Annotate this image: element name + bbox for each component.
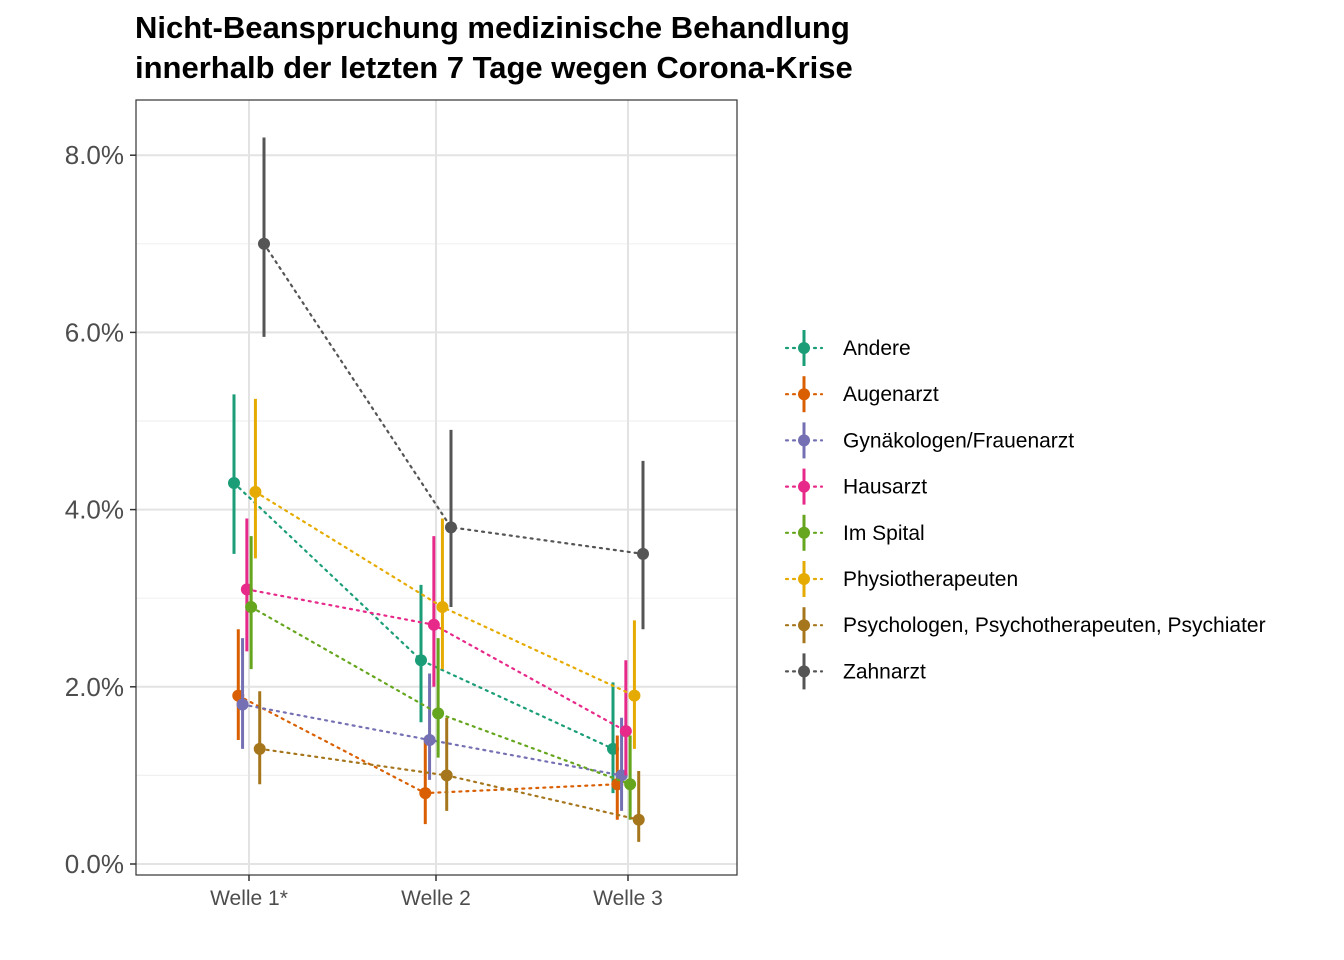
legend-item: Gynäkologen/Frauenarzt [784,422,1074,459]
data-point [249,485,262,498]
legend-label: Augenarzt [843,383,939,406]
series-line [232,481,615,750]
data-point [423,733,436,746]
x-tick-label: Welle 3 [593,887,663,910]
series-line [250,605,632,786]
legend-key-point [798,665,810,678]
legend-item: Andere [784,330,911,366]
legend-item: Physiotherapeuten [784,561,1018,597]
y-tick-label: 2.0% [65,672,124,702]
chart-title-line-2: innerhalb der letzten 7 Tage wegen Coron… [135,50,853,85]
legend-key-point [798,480,810,493]
legend-key-point [798,434,810,447]
series-andere [228,394,619,794]
gridlines [136,100,737,875]
data-point [258,237,270,250]
x-tick-label: Welle 2 [401,887,471,910]
legend: Andere Augenarzt Gynäkologen/Frauenarzt Hau… [784,330,1266,690]
legend-label: Im Spital [843,522,925,545]
series-line [258,747,640,821]
data-point [415,654,427,667]
legend-item: Hausarzt [784,468,927,505]
data-point [419,787,432,800]
chart-title: Nicht-Beanspruchung medizinische Behandl… [135,10,853,85]
series-hausarzt [240,518,632,776]
legend-item: Zahnarzt [784,653,926,690]
series-zahnarzt [258,137,649,630]
legend-key-point [798,573,810,585]
y-tick-label: 8.0% [65,140,124,170]
legend-item: Im Spital [784,514,925,551]
x-axis: Welle 1* Welle 2 Welle 3 [210,875,663,910]
data-point [432,707,445,720]
data-point [628,689,641,702]
legend-key-point [798,526,810,539]
data-point [436,601,449,614]
legend-key-point [798,619,810,632]
y-tick-label: 6.0% [65,317,124,347]
data-point [619,725,632,738]
legend-key-point [798,342,810,354]
data-point [228,477,240,490]
data-point [245,601,258,614]
data-point [445,521,457,534]
chart-title-line-1: Nicht-Beanspruchung medizinische Behandl… [135,10,850,45]
data-point [236,698,249,711]
data-point [253,742,266,755]
y-tick-label: 0.0% [65,849,124,879]
legend-label: Andere [843,337,911,360]
legend-label: Gynäkologen/Frauenarzt [843,429,1074,452]
data-point [440,769,453,782]
y-tick-label: 4.0% [65,495,124,525]
legend-item: Psychologen, Psychotherapeuten, Psychiat… [784,607,1266,644]
legend-key-point [798,388,810,401]
series-gyn-kologen-frauenarzt [236,638,628,811]
legend-label: Physiotherapeuten [843,568,1018,591]
series-physiotherapeuten [249,398,641,749]
data-point [637,547,649,560]
y-axis: 0.0% 2.0% 4.0% 6.0% 8.0% [65,140,136,879]
legend-label: Psychologen, Psychotherapeuten, Psychiat… [843,614,1266,637]
series-line [254,490,636,697]
x-tick-label: Welle 1* [210,887,288,910]
legend-label: Zahnarzt [843,660,926,683]
legend-item: Augenarzt [784,376,939,413]
series-psychologen-psychotherapeuten-psychiater [253,691,645,842]
data-point [632,813,645,826]
data-point [427,618,440,631]
series-line [262,242,645,556]
series-layer [228,137,649,842]
plot-panel-border [135,99,738,876]
legend-label: Hausarzt [843,476,927,499]
series-im-spital [245,536,637,820]
data-point [624,778,637,791]
